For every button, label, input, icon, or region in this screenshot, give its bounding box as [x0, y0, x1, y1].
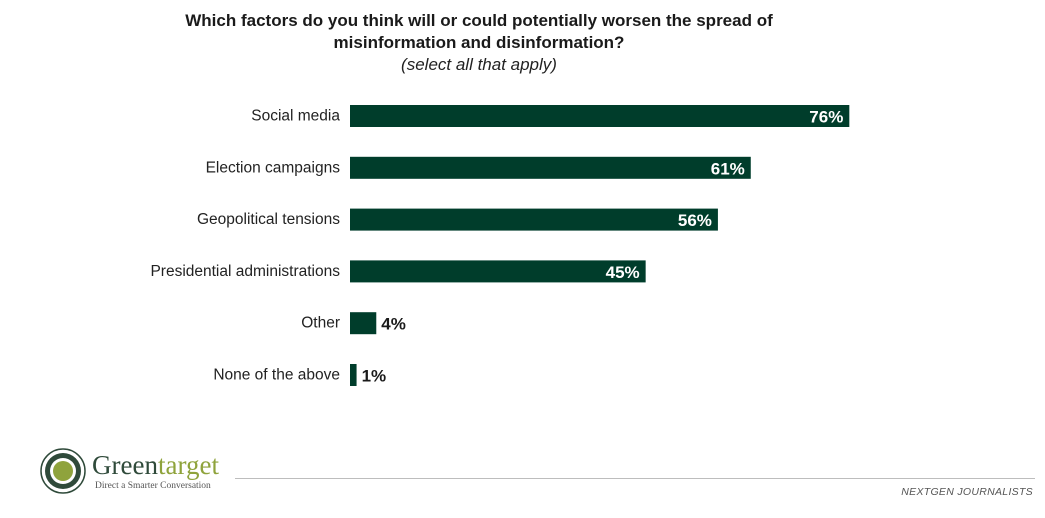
target-logo-icon: [40, 448, 86, 494]
value-label-election-campaigns: 61%: [711, 159, 745, 178]
value-label-geopolitical-tensions: 56%: [678, 211, 712, 230]
bar-social-media: [350, 105, 850, 127]
bar-geopolitical-tensions: [350, 208, 718, 231]
greentarget-logo: Greentarget Direct a Smarter Conversatio…: [40, 446, 240, 496]
bar-none-of-the-above: [350, 364, 357, 386]
value-label-social-media: 76%: [809, 108, 843, 127]
category-label-presidential-administrations: Presidential administrations: [150, 263, 340, 280]
value-label-other: 4%: [381, 315, 406, 334]
category-label-none-of-the-above: None of the above: [213, 367, 340, 384]
footer-divider: [235, 478, 1035, 479]
logo-wordmark: Greentarget: [92, 450, 219, 480]
bar-other: [350, 312, 377, 335]
logo-name-part1: Green: [92, 450, 158, 480]
bar-presidential-administrations: [350, 260, 646, 283]
bar-chart: Social media 76% Election campaigns 61% Geop…: [150, 105, 850, 386]
title-line-1: Which factors do you think will or could…: [185, 11, 773, 30]
title-line-2: misinformation and disinformation?: [333, 33, 625, 52]
value-label-presidential-administrations: 45%: [606, 263, 640, 282]
chart-subtitle: (select all that apply): [401, 55, 557, 74]
logo-tagline: Direct a Smarter Conversation: [95, 481, 211, 491]
chart-title: Which factors do you think will or could…: [0, 10, 958, 76]
category-label-social-media: Social media: [251, 108, 340, 125]
category-label-geopolitical-tensions: Geopolitical tensions: [197, 211, 340, 228]
category-label-other: Other: [301, 315, 340, 332]
value-label-none-of-the-above: 1%: [362, 367, 387, 386]
bar-election-campaigns: [350, 156, 751, 179]
source-label: NEXTGEN JOURNALISTS: [901, 486, 1033, 498]
category-label-election-campaigns: Election campaigns: [206, 159, 341, 176]
logo-name-part2: target: [157, 450, 219, 480]
